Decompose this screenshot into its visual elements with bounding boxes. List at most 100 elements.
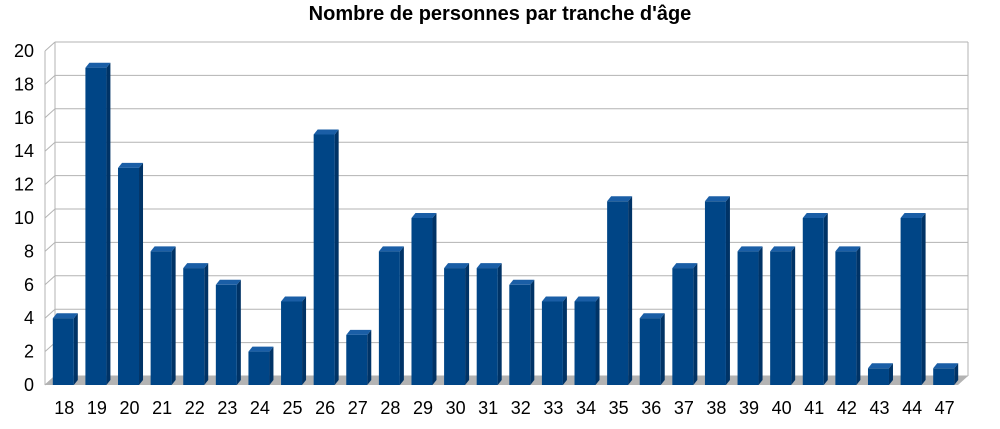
bar-front [639,318,661,385]
bar-side [693,263,698,385]
bar-side [367,329,372,385]
y-tick-label: 4 [24,308,34,328]
bar-front [476,268,498,385]
x-tick-label: 42 [837,398,857,418]
bar-top [118,162,144,168]
bar-front [933,368,955,385]
x-tick-label: 44 [902,398,922,418]
bar [281,296,307,385]
bar [672,263,698,385]
bar-side [399,246,404,385]
bar [150,246,176,385]
bar [574,296,600,385]
grid-line-diagonal [44,208,56,219]
grid-line-diagonal [44,108,56,119]
bar-front [444,268,466,385]
bar [476,263,502,385]
bar-side [106,62,111,385]
x-tick-label: 43 [869,398,889,418]
y-tick-label: 12 [14,175,34,195]
bar-side [73,313,78,385]
bar [770,246,796,385]
bar [313,129,339,385]
y-tick-label: 16 [14,108,34,128]
bar-side [302,296,307,385]
bar-top [444,263,470,269]
bar-side [888,363,893,385]
x-tick-label: 29 [413,398,433,418]
y-tick-label: 0 [24,375,34,395]
bar-front [574,301,596,385]
bar [215,279,241,385]
bar-top [574,296,600,302]
bar-top [900,213,926,218]
x-tick-label: 21 [152,398,172,418]
bar-side [725,196,730,385]
bar-top [509,279,535,285]
x-tick-label: 27 [348,398,368,418]
bar-side [921,213,926,385]
bar-front [183,268,205,385]
bar-side [236,279,241,385]
y-tick-label: 18 [14,74,34,94]
y-tick-label: 20 [14,41,34,61]
x-tick-label: 47 [935,398,955,418]
bar-side [628,196,633,385]
bar-front [411,218,433,385]
chart-title: Nombre de personnes par tranche d'âge [308,3,692,25]
bar-top [541,296,567,302]
bar-top [476,263,502,269]
bar-front [900,218,922,385]
bar-side [595,296,600,385]
x-tick-label: 22 [185,398,205,418]
bar-side [497,263,502,385]
bar-top [52,313,78,319]
bar-front [378,251,400,385]
bar [607,196,633,385]
x-tick-label: 38 [706,398,726,418]
bar-top [346,329,372,335]
bar-side [791,246,796,385]
bar-top [770,246,796,252]
grid-line-diagonal [44,308,56,319]
grid-line-diagonal [44,242,56,252]
grid-line-diagonal [44,175,56,185]
x-tick-label: 18 [54,398,74,418]
bar-top [150,246,176,252]
x-tick-label: 20 [120,398,140,418]
bar-top [607,196,633,202]
x-tick-label: 34 [576,398,596,418]
x-tick-label: 36 [641,398,661,418]
bar-top [281,296,307,302]
bar-top [737,246,763,252]
bar [704,196,730,385]
bar-side [823,213,828,385]
bar-front [770,251,792,385]
y-tick-label: 10 [14,208,34,228]
bar-side [530,279,535,385]
bar-front [541,301,563,385]
bar-top [867,363,893,369]
x-tick-label: 28 [380,398,400,418]
x-tick-label: 41 [804,398,824,418]
grid-line-diagonal [44,141,56,152]
bar-side [171,246,176,385]
x-tick-label: 37 [674,398,694,418]
bar-top [85,62,111,68]
bar-front [215,284,237,385]
bar-front [672,268,694,385]
floor [45,376,968,385]
y-tick-label: 2 [24,342,34,362]
x-tick-label: 35 [609,398,629,418]
bar-side [954,363,959,385]
grid-line-diagonal [44,75,56,85]
bar [639,313,665,385]
bar-front [704,201,726,385]
x-tick-label: 31 [478,398,498,418]
bar [346,329,372,385]
bar-front [150,251,172,385]
bar-side [269,346,274,385]
y-tick-label: 6 [24,275,34,295]
bar-top [639,313,665,319]
bar-front [509,284,531,385]
